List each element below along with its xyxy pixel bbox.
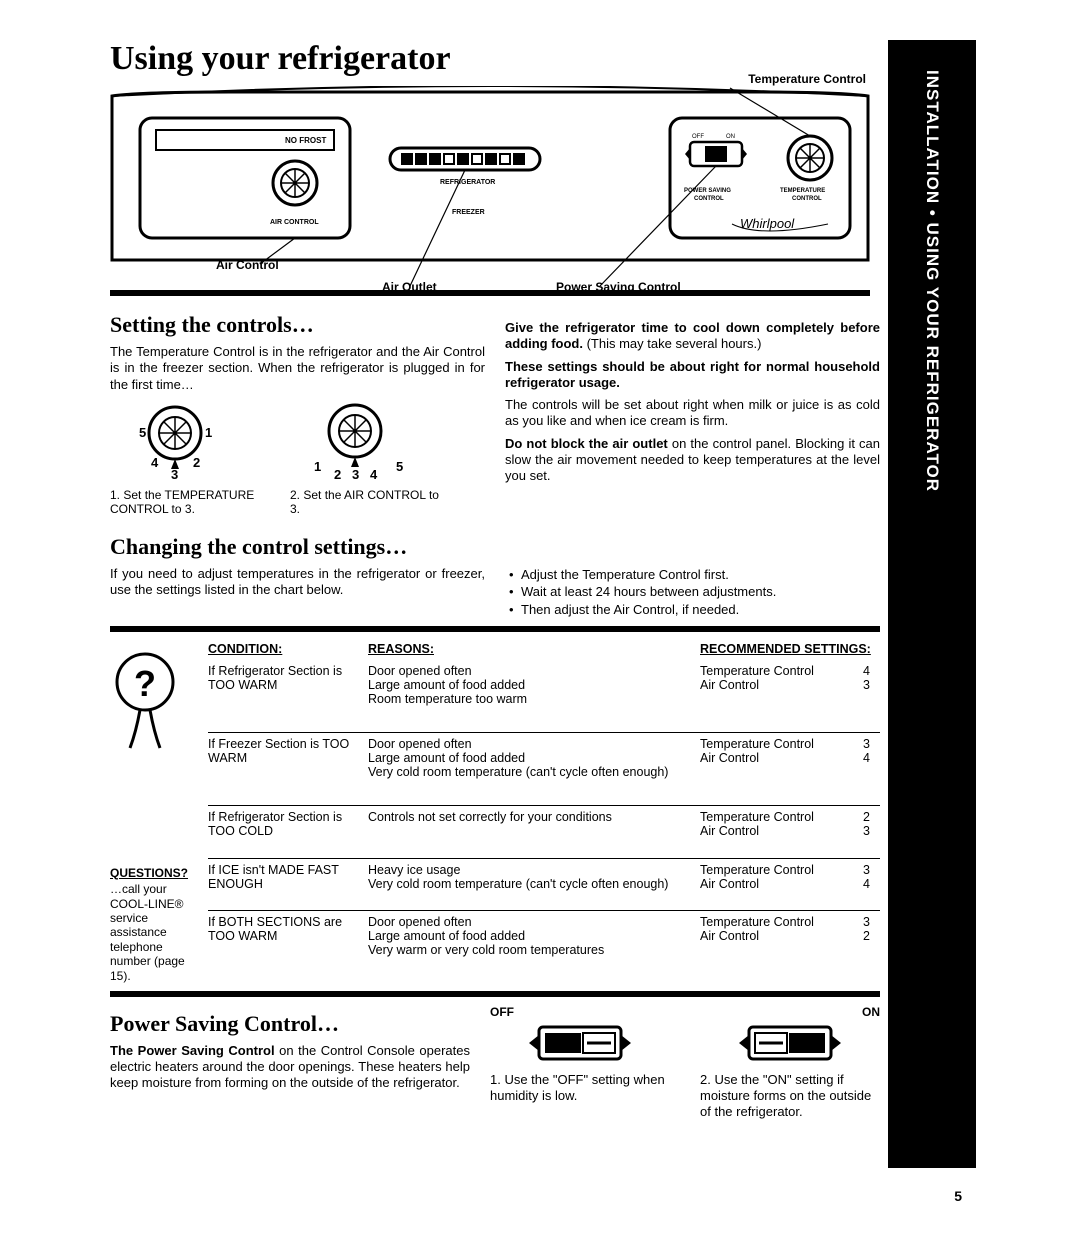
svg-text:2: 2: [193, 455, 200, 470]
page-number: 5: [954, 1188, 962, 1204]
svg-text:3: 3: [171, 467, 178, 481]
condition-cell: If Freezer Section is TOO WARM: [208, 732, 368, 805]
table-row: If BOTH SECTIONS are TOO WARMDoor opened…: [208, 911, 880, 983]
condition-cell: If Refrigerator Section is TOO WARM: [208, 660, 368, 732]
divider: [110, 626, 880, 632]
step-3: Then adjust the Air Control, if needed.: [509, 601, 880, 619]
svg-text:4: 4: [370, 467, 378, 481]
recommended-cell: Temperature Control4Air Control3: [700, 660, 880, 732]
air-control-callout: Air Control: [216, 258, 279, 272]
svg-text:?: ?: [134, 663, 156, 704]
questions-heading: QUESTIONS?: [110, 866, 200, 880]
svg-text:OFF: OFF: [692, 134, 704, 140]
settings-table: CONDITION: REASONS: RECOMMENDED SETTINGS…: [208, 638, 880, 983]
questions-icon: ?: [110, 642, 180, 752]
svg-text:4: 4: [151, 455, 159, 470]
questions-sidebar: ? QUESTIONS? …call your COOL-LINE® servi…: [110, 638, 200, 983]
no-frost-label: NO FROST: [285, 136, 326, 145]
recommended-cell: Temperature Control3Air Control4: [700, 858, 880, 911]
col-condition: CONDITION:: [208, 638, 368, 660]
svg-text:AIR CONTROL: AIR CONTROL: [270, 219, 319, 226]
svg-text:CONTROL: CONTROL: [694, 196, 724, 202]
settings-table-area: ? QUESTIONS? …call your COOL-LINE® servi…: [110, 638, 880, 983]
svg-text:3: 3: [352, 467, 359, 481]
col-recommended: RECOMMENDED SETTINGS:: [700, 638, 880, 660]
svg-text:5: 5: [396, 459, 403, 474]
air-outlet-callout: Air Outlet: [382, 280, 437, 294]
air-outlet-warning: Do not block the air outlet on the contr…: [505, 436, 880, 485]
recommended-cell: Temperature Control3Air Control4: [700, 732, 880, 805]
switch-off-caption: 1. Use the "OFF" setting when humidity i…: [490, 1072, 670, 1105]
table-row: If Refrigerator Section is TOO COLDContr…: [208, 805, 880, 858]
setting-controls-section: Setting the controls… The Temperature Co…: [110, 306, 880, 520]
switch-on-figure: ON 2. Use the "ON" setting if moisture f…: [700, 1005, 880, 1127]
table-row: If Refrigerator Section is TOO WARMDoor …: [208, 660, 880, 732]
col-reasons: REASONS:: [368, 638, 700, 660]
condition-cell: If BOTH SECTIONS are TOO WARM: [208, 911, 368, 983]
reasons-cell: Controls not set correctly for your cond…: [368, 805, 700, 858]
switch-on-caption: 2. Use the "ON" setting if moisture form…: [700, 1072, 880, 1121]
svg-text:1: 1: [205, 425, 212, 440]
condition-cell: If ICE isn't MADE FAST ENOUGH: [208, 858, 368, 911]
reasons-cell: Door opened often Large amount of food a…: [368, 660, 700, 732]
changing-heading: Changing the control settings…: [110, 534, 880, 560]
switch-off-figure: OFF 1. Use the "OFF" setting when humidi…: [490, 1005, 670, 1127]
normal-settings-note: These settings should be about right for…: [505, 359, 880, 392]
svg-text:2: 2: [334, 467, 341, 481]
divider-2: [110, 991, 880, 997]
step-2: Wait at least 24 hours between adjustmen…: [509, 583, 880, 601]
reasons-cell: Heavy ice usage Very cold room temperatu…: [368, 858, 700, 911]
reasons-cell: Door opened often Large amount of food a…: [368, 732, 700, 805]
svg-text:5: 5: [139, 425, 146, 440]
svg-text:FREEZER: FREEZER: [452, 209, 485, 216]
svg-text:REFRIGERATOR: REFRIGERATOR: [440, 179, 495, 186]
table-row: If Freezer Section is TOO WARMDoor opene…: [208, 732, 880, 805]
svg-text:CONTROL: CONTROL: [792, 196, 822, 202]
questions-body: …call your COOL-LINE® service assistance…: [110, 882, 200, 983]
changing-steps-list: Adjust the Temperature Control first. Wa…: [509, 566, 880, 619]
svg-text:ON: ON: [726, 134, 735, 140]
reasons-cell: Door opened often Large amount of food a…: [368, 911, 700, 983]
power-body: The Power Saving Control on the Control …: [110, 1043, 470, 1092]
dial1-caption: 1. Set the TEMPERATURE CONTROL to 3.: [110, 488, 260, 516]
step-1: Adjust the Temperature Control first.: [509, 566, 880, 584]
dial2-caption: 2. Set the AIR CONTROL to 3.: [290, 488, 440, 516]
setting-heading: Setting the controls…: [110, 312, 485, 338]
table-row: If ICE isn't MADE FAST ENOUGHHeavy ice u…: [208, 858, 880, 911]
air-dial-figure: 1 5 2 3 4 2. Set the AIR CONTROL to 3.: [290, 401, 440, 516]
temperature-dial-figure: 5 1 4 2 3 1. Set the TEMPERATURE CONTROL…: [110, 401, 260, 516]
control-panel-diagram: NO FROST AIR CONTROL REFRIGERATOR FREEZE…: [110, 86, 870, 296]
power-heading: Power Saving Control…: [110, 1011, 470, 1037]
power-saving-section: Power Saving Control… The Power Saving C…: [110, 1005, 880, 1127]
svg-text:TEMPERATURE: TEMPERATURE: [780, 188, 825, 194]
condition-cell: If Refrigerator Section is TOO COLD: [208, 805, 368, 858]
cool-down-note: Give the refrigerator time to cool down …: [505, 320, 880, 353]
recommended-cell: Temperature Control2Air Control3: [700, 805, 880, 858]
controls-right-note: The controls will be set about right whe…: [505, 397, 880, 430]
sidebar-label: INSTALLATION • USING YOUR REFRIGERATOR: [922, 70, 942, 492]
page-content: Using your refrigerator NO FROST AIR CON…: [110, 40, 880, 1127]
recommended-cell: Temperature Control3Air Control2: [700, 911, 880, 983]
changing-intro: If you need to adjust temperatures in th…: [110, 566, 485, 599]
setting-intro: The Temperature Control is in the refrig…: [110, 344, 485, 393]
svg-text:1: 1: [314, 459, 321, 474]
section-tab-sidebar: INSTALLATION • USING YOUR REFRIGERATOR: [888, 40, 976, 1168]
temp-control-callout: Temperature Control: [748, 72, 866, 86]
power-saving-callout: Power Saving Control: [556, 280, 681, 294]
